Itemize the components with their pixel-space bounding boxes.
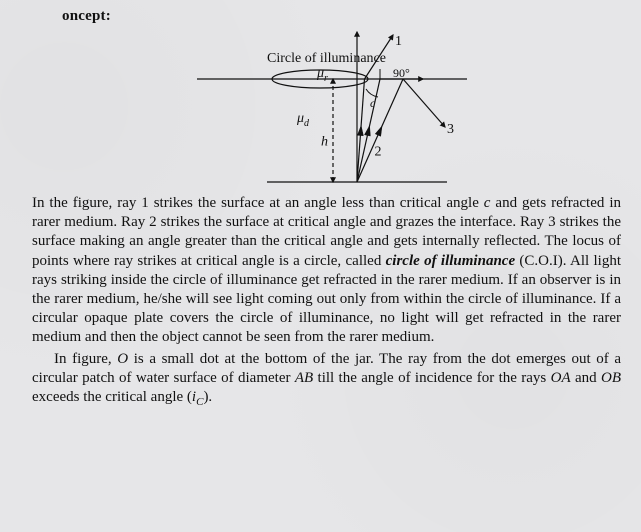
svg-text:1: 1 <box>395 34 402 49</box>
p1-text: In the figure, ray 1 strikes the surface… <box>32 195 484 211</box>
p2-OB: OB <box>601 370 621 386</box>
p2-t0: In figure, <box>54 351 117 367</box>
svg-text:3: 3 <box>447 122 454 137</box>
svg-text:μr: μr <box>316 66 328 84</box>
section-heading: oncept: <box>62 8 621 25</box>
p1-coi: circle of illuminance <box>386 253 515 269</box>
p2-t4: exceeds the critical angle ( <box>32 389 192 405</box>
p2-t2: till the angle of incidence for the rays <box>313 370 550 386</box>
paragraph-2: In figure, O is a small dot at the botto… <box>32 350 621 409</box>
p2-OA: OA <box>551 370 571 386</box>
figure-container: Circle of illuminanceμr μdh c 1 2 3 90° <box>32 27 621 192</box>
paragraph-1: In the figure, ray 1 strikes the surface… <box>32 194 621 348</box>
p2-O: O <box>117 351 128 367</box>
svg-text:c: c <box>370 96 376 110</box>
optics-diagram: Circle of illuminanceμr μdh c 1 2 3 90° <box>167 27 487 192</box>
svg-text:2: 2 <box>374 145 381 160</box>
svg-text:μd: μd <box>296 111 310 129</box>
p2-t5: ). <box>203 389 212 405</box>
p2-t3: and <box>571 370 601 386</box>
p2-AB: AB <box>295 370 313 386</box>
svg-text:Circle of illuminance: Circle of illuminance <box>267 51 386 66</box>
svg-text:90°: 90° <box>393 66 410 80</box>
svg-text:h: h <box>321 135 328 150</box>
